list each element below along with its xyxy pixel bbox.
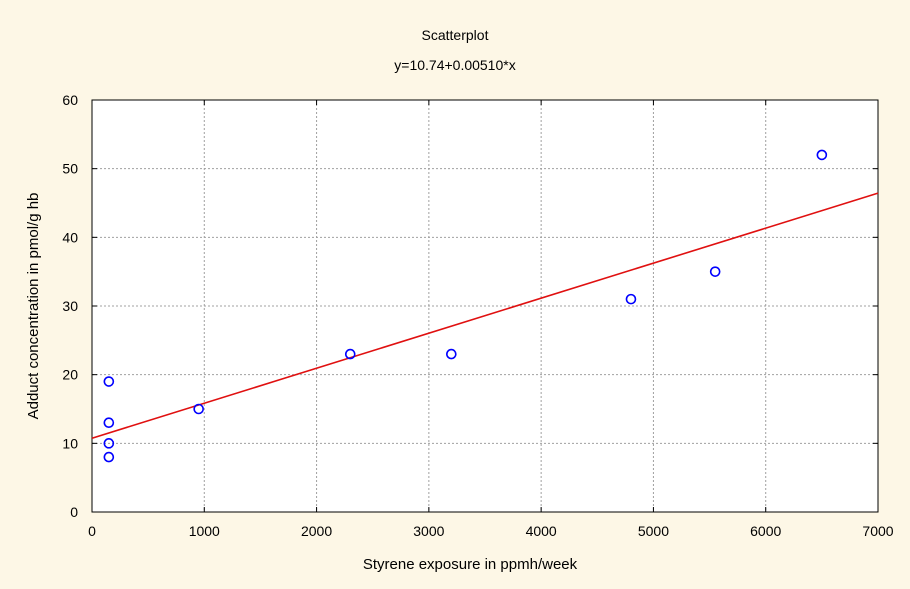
grid-lines [92,100,878,512]
axis-ticks: 0 1000 2000 3000 4000 5000 6000 7000 0 10 20 30 40 50… [62,92,893,539]
data-point [344,348,356,360]
data-point [816,149,828,161]
x-tick-label: 3000 [413,523,444,539]
x-tick-label: 7000 [862,523,893,539]
regression-layer [91,192,879,440]
x-tick-label: 2000 [301,523,332,539]
y-tick-label: 0 [70,504,78,520]
y-tick-label: 40 [62,229,78,245]
x-axis-label: Styrene exposure in ppmh/week [363,556,578,573]
regression-line [91,192,879,440]
data-point [103,376,115,387]
x-tick-label: 4000 [526,523,557,539]
chart-title: Scatterplot [422,27,489,43]
y-tick-label: 30 [62,298,78,314]
data-point [446,348,457,360]
data-point [193,403,204,415]
y-tick-label: 20 [62,367,78,383]
x-tick-label: 0 [88,523,96,539]
x-tick-label: 6000 [750,523,781,539]
y-tick-label: 50 [62,161,78,177]
y-tick-label: 10 [62,435,78,451]
data-points [103,149,828,463]
y-axis-label: Adduct concentration in pmol/g hb [25,193,42,420]
data-point [709,266,721,277]
chart-subtitle: y=10.74+0.00510*x [394,57,515,73]
x-tick-label: 1000 [189,523,220,539]
plot-frame [91,99,879,513]
data-point [103,417,115,429]
x-tick-label: 5000 [638,523,669,539]
y-tick-label: 60 [62,92,78,108]
data-point [103,451,115,463]
data-point [103,438,115,449]
data-point [625,293,637,305]
